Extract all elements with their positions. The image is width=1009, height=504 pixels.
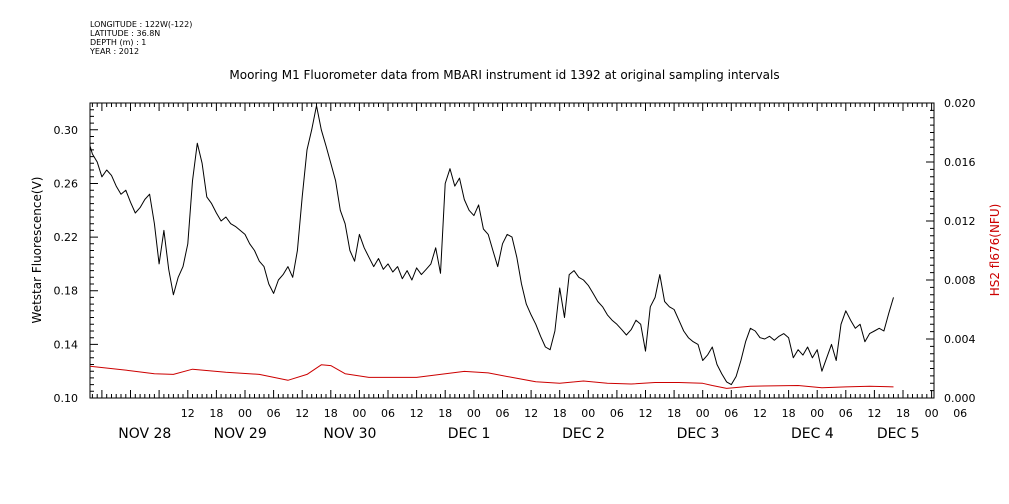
x-hour-tick-label: 18 (782, 407, 796, 420)
x-hour-tick-label: 12 (410, 407, 424, 420)
y-axis-title-left: Wetstar Fluorescence(V) (30, 177, 44, 324)
x-axis-hour-ticks (91, 103, 933, 398)
x-hour-tick-label: 18 (438, 407, 452, 420)
y-left-tick-label: 0.22 (54, 231, 79, 244)
tick-labels: 12 18 00 06 12 18 00 06 12 18 00 06 12 18 00 06 12 18 00 06… (54, 97, 976, 442)
metadata-longitude: LONGITUDE : 122W(-122) (90, 20, 193, 29)
x-hour-tick-label: 00 (810, 407, 824, 420)
x-hour-tick-label: 00 (352, 407, 366, 420)
y-left-tick-label: 0.18 (54, 285, 79, 298)
chart-title: Mooring M1 Fluorometer data from MBARI i… (229, 68, 780, 82)
x-hour-tick-label: 06 (381, 407, 395, 420)
x-hour-tick-label: 12 (753, 407, 767, 420)
y-right-tick-label: 0.016 (944, 156, 976, 169)
x-hour-tick-label: 18 (324, 407, 338, 420)
x-hour-tick-label: 06 (610, 407, 624, 420)
metadata-block: LONGITUDE : 122W(-122) LATITUDE : 36.8N … (90, 20, 192, 56)
metadata-year: YEAR : 2012 (90, 47, 140, 56)
x-hour-tick-label: 12 (295, 407, 309, 420)
y-right-tick-label: 0.008 (944, 274, 976, 287)
plot-frame (89, 102, 935, 399)
x-hour-tick-label: 12 (181, 407, 195, 420)
x-day-label: NOV 28 (118, 426, 171, 442)
x-day-label: DEC 2 (562, 426, 605, 442)
x-hour-tick-label: 06 (267, 407, 281, 420)
x-day-label: DEC 5 (877, 426, 920, 442)
y-right-tick-label: 0.000 (944, 392, 976, 405)
y-right-tick-label: 0.004 (944, 333, 976, 346)
x-hour-tick-label: 12 (639, 407, 653, 420)
x-day-label: DEC 1 (448, 426, 491, 442)
series-line-wetstar (89, 105, 894, 386)
series-line-hs2-fl676 (89, 364, 894, 389)
x-hour-tick-label: 18 (553, 407, 567, 420)
x-hour-tick-label: 00 (238, 407, 252, 420)
x-day-label: NOV 29 (214, 426, 267, 442)
x-hour-tick-label: 00 (467, 407, 481, 420)
data-series (89, 105, 894, 389)
x-hour-tick-label: 06 (496, 407, 510, 420)
metadata-latitude: LATITUDE : 36.8N (90, 29, 161, 38)
x-hour-tick-label: 12 (867, 407, 881, 420)
x-hour-tick-label: 00 (696, 407, 710, 420)
x-hour-tick-label: 06 (839, 407, 853, 420)
x-hour-tick-label: 06 (724, 407, 738, 420)
y-axis-ticks (90, 102, 934, 399)
x-hour-tick-label: 12 (524, 407, 538, 420)
y-left-tick-label: 0.30 (54, 124, 79, 137)
y-right-tick-label: 0.012 (944, 215, 976, 228)
x-day-label: DEC 3 (677, 426, 720, 442)
x-hour-tick-label: 06 (953, 407, 967, 420)
x-day-label: DEC 4 (791, 426, 834, 442)
y-left-tick-label: 0.26 (54, 178, 79, 191)
y-axis-title-right: HS2 fl676(NFU) (988, 204, 1002, 297)
x-day-label: NOV 30 (323, 426, 376, 442)
axis-ticks (90, 102, 934, 399)
x-hour-tick-label: 18 (896, 407, 910, 420)
y-left-tick-label: 0.14 (54, 338, 79, 351)
y-right-tick-label: 0.020 (944, 97, 976, 110)
y-left-tick-label: 0.10 (54, 392, 79, 405)
x-hour-tick-label: 00 (925, 407, 939, 420)
metadata-depth: DEPTH (m) : 1 (90, 38, 147, 47)
x-hour-tick-label: 00 (581, 407, 595, 420)
x-hour-tick-label: 18 (667, 407, 681, 420)
x-hour-tick-label: 18 (209, 407, 223, 420)
